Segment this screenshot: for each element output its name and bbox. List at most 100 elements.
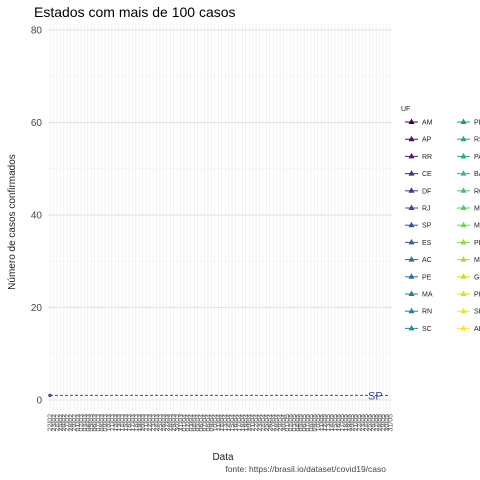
x-tick-label: 19/05 [346,414,353,432]
x-tick-label: 14/03 [120,414,127,432]
x-tick-label: 06/04 [199,414,206,432]
end-label-sp: SP [368,390,383,402]
legend-label-ce: CE [422,171,432,178]
legend-label-go: GO [474,274,480,281]
x-tick-label: 24/04 [260,414,267,432]
legend-label-ms: MS [474,223,480,230]
x-tick-label: 27/03 [164,414,171,432]
legend-key-marker [408,307,415,314]
legend-label-pe: PE [422,274,432,281]
x-tick-label: 22/04 [254,414,261,432]
x-tick-label: 25/05 [367,414,374,432]
y-tick-label: 60 [31,118,43,129]
x-tick-label: 19/04 [243,414,250,432]
x-tick-label: 20/03 [140,414,147,432]
x-tick-label: 17/05 [339,414,346,432]
x-tick-label: 20/04 [247,414,254,432]
x-tick-label: 24/03 [154,414,161,432]
legend-key-marker [408,290,415,296]
legend-key-marker [408,324,415,331]
x-tick-label: 31/05 [388,414,395,432]
x-tick-label: 28/05 [377,414,384,432]
x-axis-title: Data [212,452,234,463]
legend-label-sc: SC [422,326,432,333]
plot-panel [48,24,392,410]
x-tick-label: 12/05 [322,414,329,432]
legend-key-marker [460,187,467,193]
x-tick-label: 11/05 [319,414,326,431]
x-tick-label: 27/02 [65,414,72,432]
y-axis-ticks: 0 20 40 60 80 [31,26,43,407]
x-tick-label: 25/03 [157,414,164,432]
x-tick-label: 14/05 [329,414,336,432]
x-tick-label: 14/04 [226,414,233,432]
x-tick-label: 09/04 [209,414,216,432]
y-tick-label: 0 [36,396,42,407]
x-tick-label: 12/03 [113,414,120,432]
x-tick-label: 21/05 [353,414,360,432]
y-axis-title: Número de casos confirmados [7,154,18,290]
x-tick-label: 17/03 [130,414,137,432]
chart-title: Estados com mais de 100 casos [34,4,236,20]
x-tick-label: 29/05 [381,414,388,432]
legend-key-marker [460,273,467,279]
legend-key-marker [408,135,415,142]
x-tick-label: 04/05 [295,414,302,432]
legend-label-rr: RR [422,154,432,161]
x-tick-label: 13/03 [116,414,123,432]
x-tick-label: 23/02 [51,414,58,432]
x-tick-label: 24/05 [363,414,370,432]
x-tick-label: 28/02 [68,414,75,432]
x-tick-label: 24/02 [54,414,61,432]
x-tick-label: 19/03 [137,414,144,432]
legend-key-marker [460,256,467,262]
legend-key-marker [408,238,415,245]
series-point-sp [48,393,52,398]
legend: UF AM AP RR CE DF RJ SP ES AC PE MA RN SC PR RS PA BA RO M… [401,106,480,333]
x-tick-label: 09/03 [102,414,109,432]
x-tick-label: 27/05 [374,414,381,432]
x-tick-label: 27/04 [271,414,278,432]
legend-label-am: AM [422,120,433,127]
x-tick-label: 03/04 [188,414,195,432]
x-tick-label: 10/05 [315,414,322,432]
x-tick-label: 22/02 [48,414,55,432]
legend-label-pb: PB [474,240,480,247]
x-tick-label: 23/04 [257,414,264,432]
x-tick-label: 01/04 [181,414,188,432]
legend-label-mt: MT [474,206,480,213]
legend-label-ap: AP [422,137,432,144]
x-tick-label: 26/04 [267,414,274,432]
legend-key-marker [460,290,467,296]
x-tick-label: 08/03 [99,414,106,432]
x-tick-label: 07/05 [305,414,312,432]
x-tick-label: 29/02 [72,414,79,432]
legend-label-es: ES [422,240,432,247]
legend-label-pi: PI [474,292,480,299]
x-tick-label: 05/04 [195,414,202,432]
legend-key-marker [460,152,467,159]
x-tick-label: 16/03 [126,414,133,432]
x-tick-label: 26/05 [370,414,377,432]
x-tick-label: 30/05 [384,414,391,432]
series-lines: SP [48,390,390,402]
x-tick-label: 12/04 [219,414,226,432]
x-tick-label: 02/04 [185,414,192,432]
legend-key-marker [460,307,467,314]
legend-key-marker [408,204,415,210]
legend-label-se: SE [474,309,480,316]
x-tick-label: 11/04 [216,414,223,431]
x-tick-label: 28/03 [168,414,175,432]
legend-key-marker [460,118,467,124]
source-caption: fonte: https://brasil.io/dataset/covid19… [225,464,386,474]
x-tick-label: 04/03 [85,414,92,432]
legend-label-mg: MG [474,257,480,264]
legend-label-ma: MA [422,292,433,299]
legend-key-marker [460,238,467,245]
legend-label-ba: BA [474,171,480,178]
x-tick-label: 15/05 [333,414,340,432]
x-tick-label: 26/03 [161,414,168,432]
x-tick-label: 10/03 [106,414,113,432]
